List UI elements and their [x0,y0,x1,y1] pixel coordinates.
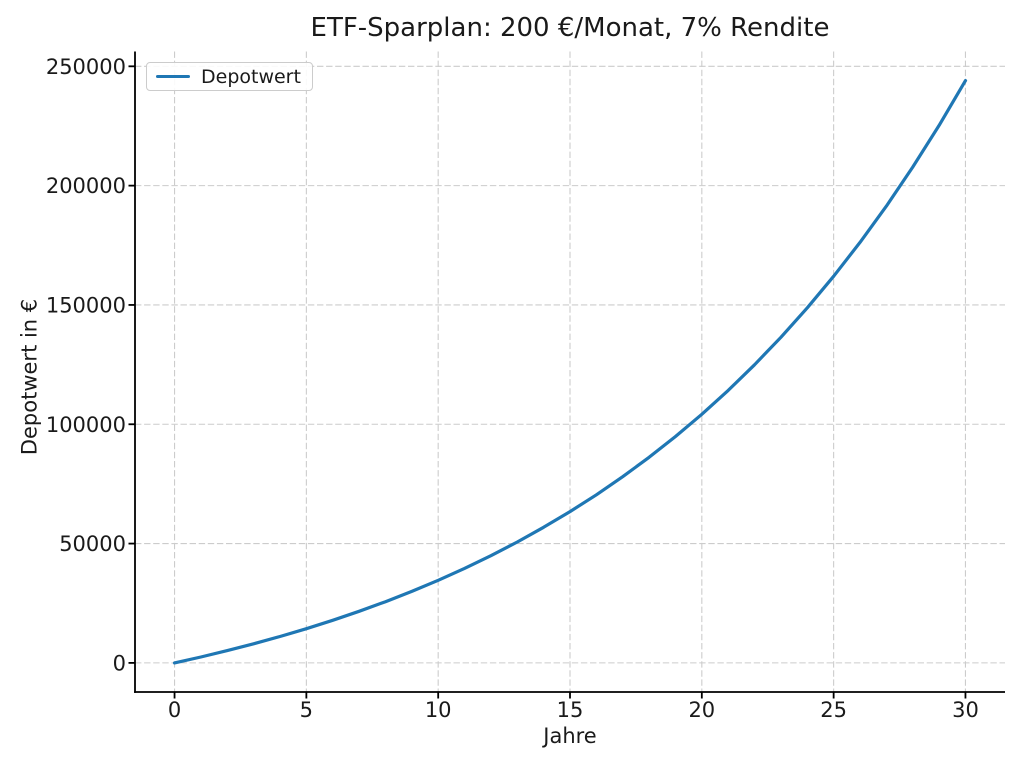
x-tick-label: 25 [820,698,847,722]
legend: Depotwert [146,62,313,91]
legend-line-swatch [156,74,190,79]
x-tick-label: 15 [557,698,584,722]
chart-title: ETF-Sparplan: 200 €/Monat, 7% Rendite [310,13,830,43]
x-tick-label: 30 [952,698,979,722]
legend-label: Depotwert [201,65,301,88]
y-tick-label: 50000 [59,532,126,556]
y-tick-label: 150000 [46,293,126,317]
y-tick-label: 250000 [46,55,126,79]
x-tick-label: 10 [425,698,452,722]
x-tick-label: 5 [300,698,313,722]
y-tick-label: 200000 [46,174,126,198]
x-axis-label: Jahre [543,724,597,748]
depotwert-line [172,79,968,665]
y-tick-label: 100000 [46,413,126,437]
y-axis-label: Depotwert in € [17,298,42,456]
y-tick-label: 0 [113,651,126,675]
x-tick-label: 0 [168,698,181,722]
x-tick-label: 20 [688,698,715,722]
